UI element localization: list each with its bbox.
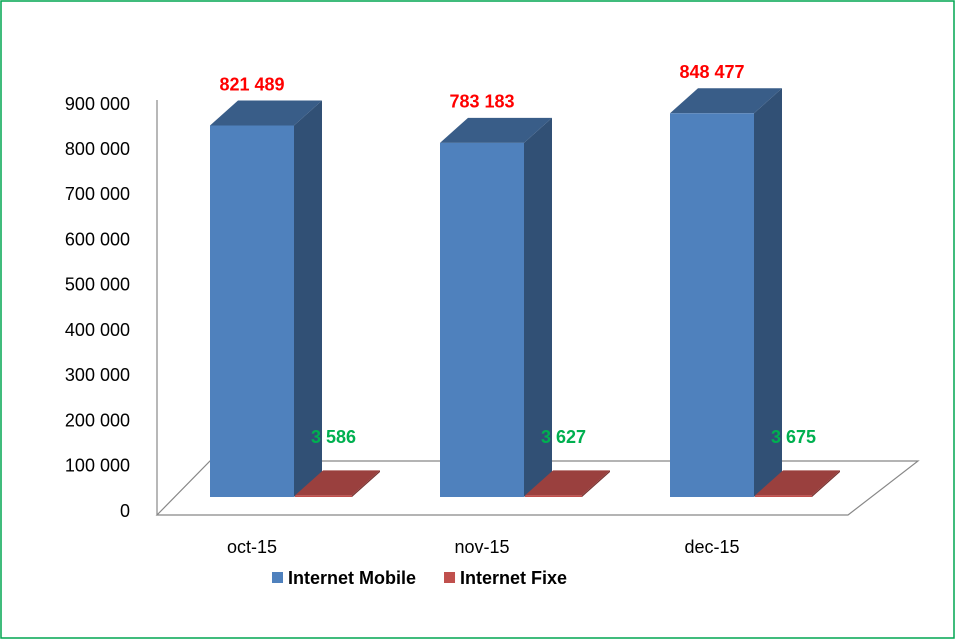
y-tick-label: 200 000: [65, 410, 130, 430]
value-label: 3 586: [311, 427, 356, 447]
value-label: 3 675: [771, 427, 816, 447]
x-tick-label: oct-15: [227, 537, 277, 557]
y-tick-label: 300 000: [65, 365, 130, 385]
bar: [755, 470, 840, 497]
y-tick-label: 600 000: [65, 229, 130, 249]
legend-label: Internet Fixe: [460, 568, 567, 588]
legend-label: Internet Mobile: [288, 568, 416, 588]
bar-side: [582, 470, 610, 497]
bar: [210, 100, 322, 497]
bar: [525, 470, 610, 497]
bar-top: [755, 470, 840, 496]
bar-front: [210, 125, 294, 497]
bar-side: [524, 117, 552, 497]
bar-side: [754, 88, 782, 498]
y-tick-label: 400 000: [65, 320, 130, 340]
bar-top: [440, 117, 552, 143]
bar-front: [295, 495, 352, 497]
bar-front: [525, 495, 582, 497]
bar-top: [670, 88, 782, 114]
value-label: 848 477: [679, 62, 744, 82]
legend-swatch: [272, 572, 283, 583]
bar-side: [812, 470, 840, 497]
bar-side: [294, 100, 322, 497]
y-tick-label: 800 000: [65, 139, 130, 159]
y-tick-label: 700 000: [65, 184, 130, 204]
bar-side: [352, 470, 380, 497]
x-tick-label: dec-15: [684, 537, 739, 557]
bar: [295, 470, 380, 497]
value-label: 821 489: [219, 74, 284, 94]
y-tick-label: 500 000: [65, 275, 130, 295]
bar-top: [210, 100, 322, 126]
bar-front: [670, 113, 754, 498]
bar: [670, 88, 782, 498]
bar-front: [440, 142, 524, 497]
legend-swatch: [444, 572, 456, 583]
bar-top: [295, 470, 380, 496]
value-label: 783 183: [449, 92, 514, 112]
y-tick-label: 900 000: [65, 94, 130, 114]
y-tick-label: 0: [120, 501, 130, 521]
x-tick-label: nov-15: [454, 537, 509, 557]
bar-front: [755, 495, 812, 497]
bar: [440, 117, 552, 497]
bar-top: [525, 470, 610, 496]
value-label: 3 627: [541, 427, 586, 447]
y-tick-label: 100 000: [65, 456, 130, 476]
